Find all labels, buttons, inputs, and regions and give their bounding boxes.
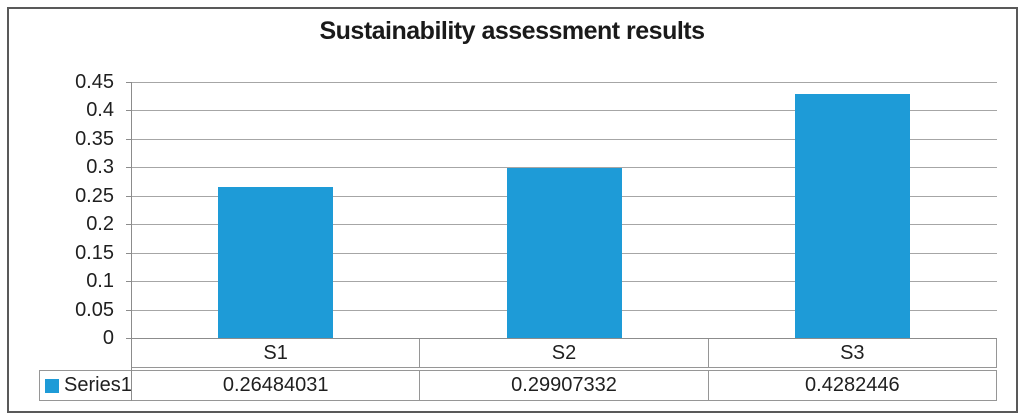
y-axis-tick [126, 281, 131, 282]
y-axis-tick [126, 110, 131, 111]
y-axis-tick [126, 310, 131, 311]
gridline [131, 139, 997, 140]
y-axis-tick-label: 0.45 [75, 71, 114, 93]
y-axis-tick [126, 82, 131, 83]
y-axis-tick-label: 0.25 [75, 185, 114, 207]
category-label-s3: S3 [840, 341, 865, 364]
y-axis-tick-label: 0.35 [75, 128, 114, 150]
y-axis-tick [126, 139, 131, 140]
x-axis-line [131, 338, 997, 339]
y-axis-line [131, 82, 132, 401]
gridline [131, 167, 997, 168]
category-label-s1: S1 [132, 339, 421, 367]
y-axis-tick-label: 0.4 [86, 99, 114, 121]
data-table-value-row: 0.26484031 0.29907332 0.4282446 [131, 370, 997, 401]
gridline [131, 82, 997, 83]
y-axis-tick [126, 224, 131, 225]
chart-title: Sustainability assessment results [319, 17, 705, 45]
y-axis-tick [126, 338, 131, 339]
series1-legend-key-icon [45, 378, 59, 393]
value-cell-s3: 0.4282446 [805, 374, 900, 396]
y-axis-tick-label: 0 [102, 327, 114, 349]
bar-s3 [795, 94, 910, 338]
bar-s1 [218, 187, 333, 338]
y-axis-tick-label: 0.15 [75, 242, 114, 264]
y-axis-tick [126, 196, 131, 197]
y-axis-tick-label: 0.2 [86, 213, 114, 235]
y-axis-tick-label: 0.1 [86, 270, 114, 292]
category-label-s2: S2 [420, 339, 709, 367]
value-cell-s2: 0.29907332 [420, 371, 709, 400]
gridline [131, 110, 997, 111]
y-axis-tick [126, 253, 131, 254]
legend-series-label: Series1 [64, 374, 132, 396]
category-axis-row: S1 S2 S3 [131, 338, 997, 368]
legend-cell: Series1 [39, 370, 132, 401]
bar-s2 [507, 168, 622, 338]
y-axis-tick-label: 0.05 [75, 299, 114, 321]
value-cell-s1: 0.26484031 [132, 371, 421, 400]
y-axis-tick-label: 0.3 [86, 156, 114, 178]
y-axis-tick [126, 167, 131, 168]
